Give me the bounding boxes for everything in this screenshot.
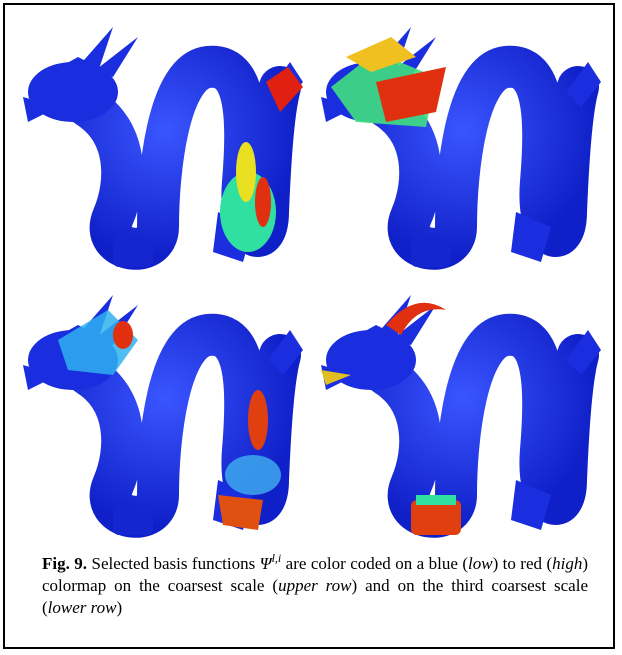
caption-text: Selected basis functions — [91, 554, 259, 573]
panel-lower-left — [23, 295, 303, 535]
panel-upper-right — [321, 27, 601, 267]
caption-label: Fig. 9. — [42, 554, 87, 573]
panel-upper-left — [23, 27, 303, 267]
caption-superscript: l,i — [272, 551, 282, 565]
panel-lower-right — [321, 295, 601, 535]
figure-caption: Fig. 9. Selected basis functions Ψl,i ar… — [42, 553, 588, 619]
caption-text: ) to red ( — [493, 554, 553, 573]
figure-panels — [18, 12, 604, 544]
caption-symbol: Ψ — [260, 554, 272, 573]
caption-italic: lower row — [48, 598, 117, 617]
caption-italic: low — [468, 554, 493, 573]
caption-text: ) — [116, 598, 122, 617]
caption-italic: upper row — [278, 576, 351, 595]
page: {"figure": {"caption": {"label": "Fig. 9… — [0, 0, 622, 655]
caption-text: are color coded on a blue ( — [281, 554, 468, 573]
caption-italic: high — [552, 554, 582, 573]
